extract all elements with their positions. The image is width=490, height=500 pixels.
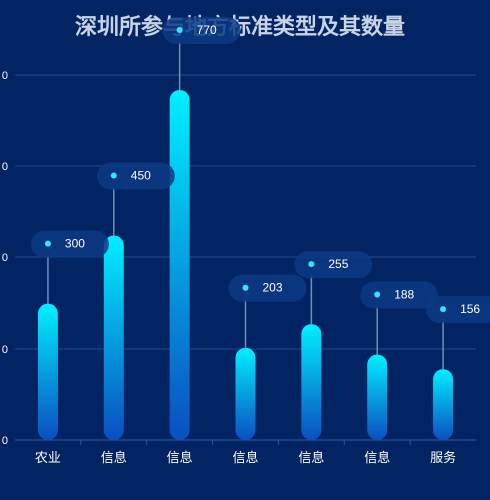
data-label-dot (110, 172, 117, 179)
data-label: 770 (197, 23, 217, 37)
x-category-label: 信息 (167, 450, 193, 465)
y-axis-ticks: 0 0 0 0 0 (2, 70, 8, 447)
data-labels: 300 450 770 203 255 188 156 (30, 17, 490, 370)
data-label: 300 (65, 237, 85, 251)
data-label-dot (374, 291, 381, 298)
data-label: 188 (394, 288, 414, 302)
bar (235, 347, 256, 440)
y-tick-label: 0 (2, 70, 8, 82)
data-label-dot (176, 27, 183, 33)
data-label-dot (308, 261, 315, 268)
data-label: 203 (263, 281, 283, 295)
x-axis-labels: 农业 信息 信息 信息 信息 信息 服务 (35, 450, 456, 465)
data-label-bg (162, 17, 241, 44)
bar (169, 90, 190, 440)
y-tick-label: 0 (2, 344, 8, 356)
bar (103, 235, 124, 440)
data-label-dot (242, 284, 249, 291)
x-category-label: 信息 (298, 450, 324, 465)
data-label-dot (44, 240, 51, 247)
data-label-bg (294, 251, 373, 279)
x-category-label: 信息 (232, 450, 258, 465)
data-label: 156 (460, 302, 480, 316)
x-category-label: 服务 (430, 450, 456, 465)
bar (301, 324, 322, 440)
data-label-bg (30, 230, 109, 258)
data-label-dot (440, 306, 447, 313)
x-category-label: 信息 (101, 450, 127, 465)
y-tick-label: 0 (2, 435, 8, 447)
data-label-bg (96, 162, 175, 190)
x-category-label: 农业 (35, 450, 61, 465)
data-label-bg (360, 281, 439, 309)
y-tick-label: 0 (2, 252, 8, 264)
y-tick-label: 0 (2, 161, 8, 173)
data-label-bg (228, 274, 307, 302)
bar (367, 354, 388, 440)
data-label-bg (426, 296, 490, 324)
bars (37, 90, 454, 440)
data-label: 255 (328, 257, 348, 271)
x-category-label: 信息 (364, 450, 390, 465)
bar (433, 369, 454, 440)
data-label: 450 (131, 168, 151, 182)
bar (37, 303, 58, 440)
